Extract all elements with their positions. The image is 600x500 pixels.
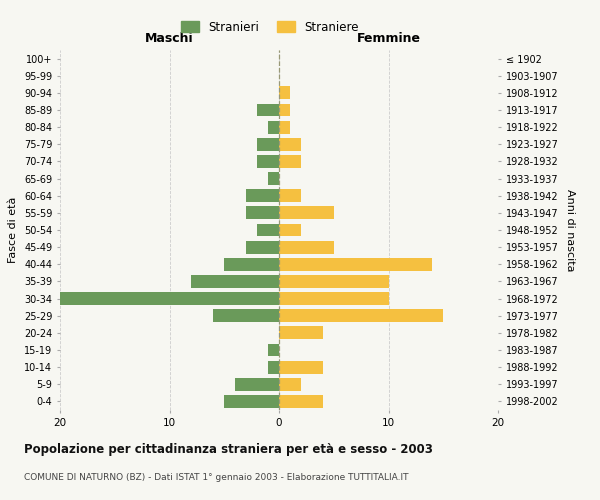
Legend: Stranieri, Straniere: Stranieri, Straniere — [176, 16, 364, 38]
Text: COMUNE DI NATURNO (BZ) - Dati ISTAT 1° gennaio 2003 - Elaborazione TUTTITALIA.IT: COMUNE DI NATURNO (BZ) - Dati ISTAT 1° g… — [24, 472, 409, 482]
Bar — [257, 138, 279, 150]
Y-axis label: Fasce di età: Fasce di età — [8, 197, 19, 263]
Bar — [224, 395, 279, 408]
Bar — [279, 360, 323, 374]
Bar — [279, 395, 323, 408]
Bar — [268, 120, 279, 134]
Y-axis label: Anni di nascita: Anni di nascita — [565, 188, 575, 271]
Bar — [279, 104, 290, 117]
Bar — [279, 326, 323, 340]
Bar — [279, 86, 290, 100]
Bar — [60, 292, 279, 305]
Bar — [246, 190, 279, 202]
Bar — [246, 206, 279, 220]
Bar — [279, 310, 443, 322]
Bar — [279, 258, 433, 270]
Bar — [279, 120, 290, 134]
Bar — [224, 258, 279, 270]
Bar — [279, 240, 334, 254]
Bar — [279, 275, 389, 288]
Bar — [279, 378, 301, 390]
Text: Popolazione per cittadinanza straniera per età e sesso - 2003: Popolazione per cittadinanza straniera p… — [24, 442, 433, 456]
Bar — [279, 155, 301, 168]
Bar — [279, 206, 334, 220]
Bar — [268, 344, 279, 356]
Bar — [257, 104, 279, 117]
Text: Femmine: Femmine — [356, 32, 421, 45]
Bar — [279, 138, 301, 150]
Bar — [257, 155, 279, 168]
Bar — [279, 292, 389, 305]
Text: Maschi: Maschi — [145, 32, 194, 45]
Bar — [279, 224, 301, 236]
Bar — [257, 224, 279, 236]
Bar — [268, 172, 279, 185]
Bar — [214, 310, 279, 322]
Bar — [268, 360, 279, 374]
Bar — [246, 240, 279, 254]
Bar — [279, 190, 301, 202]
Bar — [235, 378, 279, 390]
Bar — [191, 275, 279, 288]
